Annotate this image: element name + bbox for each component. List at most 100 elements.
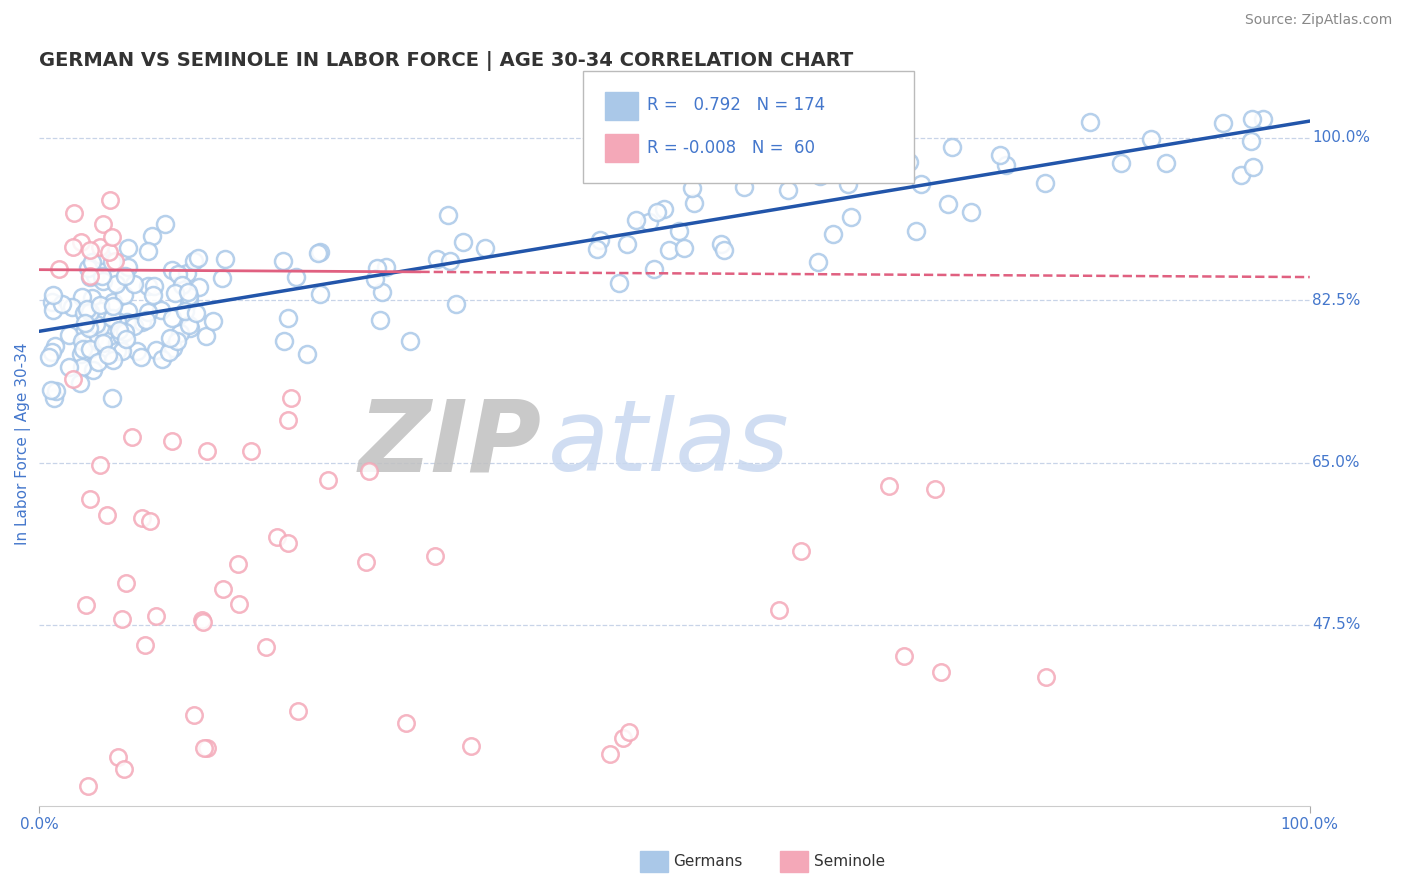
Point [69, 376, 91, 391]
Point [988, 148, 1011, 162]
Point [79, 492, 101, 507]
Point [1156, 156, 1178, 170]
Point [228, 597, 250, 611]
Point [616, 237, 638, 252]
Point [212, 582, 235, 596]
Point [742, 151, 765, 165]
Point [41, 345, 63, 359]
Point [105, 314, 128, 328]
Point [778, 183, 800, 197]
Point [169, 326, 191, 340]
Point [112, 762, 135, 776]
Point [195, 741, 218, 756]
Point [97, 348, 120, 362]
Point [1035, 670, 1057, 684]
Point [177, 294, 200, 309]
Point [423, 549, 446, 563]
Point [366, 260, 388, 275]
Point [83, 331, 105, 345]
Point [141, 229, 163, 244]
Point [72, 290, 94, 304]
Point [280, 392, 302, 406]
Point [1078, 115, 1101, 129]
Point [122, 318, 145, 333]
Point [110, 344, 132, 359]
Point [89, 320, 111, 334]
Point [38, 350, 60, 364]
Point [254, 640, 277, 654]
Point [807, 255, 830, 269]
Point [187, 251, 209, 265]
Point [143, 279, 166, 293]
Point [90, 248, 112, 262]
Point [166, 334, 188, 349]
Point [94, 334, 117, 348]
Text: Source: ZipAtlas.com: Source: ZipAtlas.com [1244, 13, 1392, 28]
Point [191, 613, 214, 627]
Point [370, 313, 392, 327]
Point [131, 511, 153, 525]
Point [89, 240, 111, 254]
Point [125, 343, 148, 358]
Text: atlas: atlas [547, 395, 789, 492]
Point [101, 299, 124, 313]
Point [163, 285, 186, 300]
Point [75, 598, 97, 612]
Point [149, 302, 172, 317]
Point [295, 346, 318, 360]
Point [638, 215, 661, 229]
Point [877, 479, 900, 493]
Point [73, 316, 96, 330]
Point [183, 254, 205, 268]
Point [673, 241, 696, 255]
Point [177, 289, 200, 303]
Point [371, 285, 394, 300]
Point [266, 530, 288, 544]
Point [202, 314, 225, 328]
Point [58, 328, 80, 343]
Point [91, 336, 114, 351]
Point [82, 291, 104, 305]
Point [101, 229, 124, 244]
Point [91, 274, 114, 288]
Point [107, 749, 129, 764]
Point [159, 330, 181, 344]
Point [84, 317, 107, 331]
Point [652, 202, 675, 217]
Point [214, 252, 236, 267]
Point [162, 341, 184, 355]
Point [1140, 131, 1163, 145]
Point [70, 360, 93, 375]
Point [145, 609, 167, 624]
Point [187, 280, 209, 294]
Point [439, 254, 461, 268]
Point [194, 329, 217, 343]
Point [364, 272, 387, 286]
Point [808, 169, 831, 184]
Point [174, 304, 197, 318]
Point [83, 268, 105, 283]
Point [89, 458, 111, 472]
Point [682, 196, 704, 211]
Point [58, 360, 80, 375]
Point [101, 311, 124, 326]
Point [115, 331, 138, 345]
Point [76, 302, 98, 317]
Point [284, 269, 307, 284]
Point [1230, 168, 1253, 182]
Point [114, 268, 136, 283]
Point [607, 276, 630, 290]
Point [79, 321, 101, 335]
Point [1033, 177, 1056, 191]
Point [359, 464, 381, 478]
Point [41, 383, 63, 397]
Point [84, 321, 107, 335]
Point [276, 311, 298, 326]
Point [924, 482, 946, 496]
Text: 65.0%: 65.0% [1312, 455, 1361, 470]
Point [98, 193, 121, 207]
Point [839, 211, 862, 225]
Point [110, 328, 132, 343]
Point [121, 430, 143, 444]
Point [117, 315, 139, 329]
